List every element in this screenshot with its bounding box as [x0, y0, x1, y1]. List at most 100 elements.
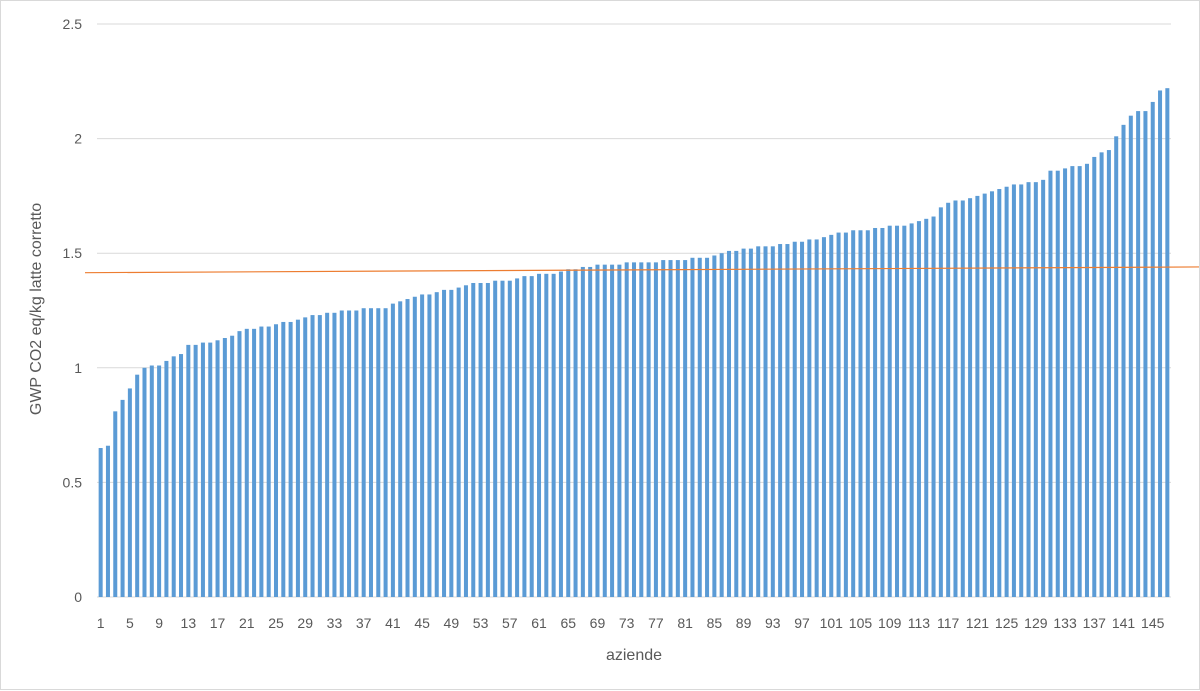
bar: [237, 331, 242, 597]
x-tick-label: 1: [97, 615, 105, 631]
bar: [1136, 111, 1141, 597]
x-axis-title: aziende: [606, 647, 662, 664]
bar: [142, 367, 147, 597]
bar: [544, 273, 549, 597]
x-tick-label: 45: [414, 615, 430, 631]
bar: [734, 250, 739, 597]
bar: [705, 257, 710, 597]
bar: [471, 282, 476, 597]
bar: [602, 264, 607, 597]
bar: [668, 260, 673, 597]
bar: [1019, 184, 1024, 597]
x-tick-label: 141: [1112, 615, 1136, 631]
bar: [566, 269, 571, 597]
bar: [697, 257, 702, 597]
x-tick-label: 121: [966, 615, 990, 631]
x-tick-label: 73: [619, 615, 635, 631]
bar: [273, 324, 279, 597]
bar: [1143, 111, 1148, 597]
x-tick-label: 145: [1141, 615, 1165, 631]
bar: [493, 280, 498, 597]
bar: [171, 356, 176, 597]
bar: [865, 230, 870, 597]
x-tick-label: 125: [995, 615, 1019, 631]
bar: [938, 207, 943, 598]
x-tick-label: 137: [1083, 615, 1107, 631]
bar: [127, 388, 132, 597]
bar: [179, 354, 184, 597]
bar: [347, 310, 352, 597]
x-tick-label: 117: [937, 615, 960, 631]
bar: [1128, 115, 1133, 598]
x-tick-label: 57: [502, 615, 518, 631]
bar: [858, 230, 863, 597]
bar: [113, 411, 118, 597]
bar: [624, 262, 629, 597]
bar: [953, 200, 958, 597]
bar: [230, 335, 235, 597]
bar: [719, 253, 724, 597]
bar: [931, 216, 936, 597]
bar: [1077, 166, 1082, 597]
bar: [222, 338, 227, 597]
bar: [946, 202, 951, 597]
bar: [1055, 170, 1060, 598]
bar: [580, 266, 585, 597]
bar: [683, 260, 688, 597]
bar: [989, 191, 995, 598]
bar: [887, 225, 892, 598]
x-tick-label: 81: [677, 615, 693, 631]
bar: [208, 342, 213, 597]
bar: [1114, 136, 1119, 598]
x-tick-label: 41: [385, 615, 401, 631]
bar: [339, 310, 344, 597]
bar: [1026, 182, 1031, 597]
bar: [916, 221, 921, 597]
bar: [383, 308, 388, 597]
bar: [661, 260, 666, 597]
bar: [800, 241, 805, 598]
bar: [281, 321, 286, 597]
x-tick-label: 25: [268, 615, 284, 631]
bar: [829, 234, 834, 597]
bar: [924, 218, 929, 597]
bar: [522, 276, 527, 597]
bar: [449, 289, 454, 597]
bar: [361, 308, 366, 597]
x-tick-label: 105: [849, 615, 873, 631]
bar: [821, 237, 826, 597]
bar: [573, 269, 578, 597]
bar: [675, 260, 680, 597]
y-tick-label: 1: [74, 360, 82, 376]
bar: [332, 312, 337, 597]
bar: [135, 374, 140, 597]
bar: [427, 294, 432, 597]
bar: [412, 296, 417, 597]
x-tick-label: 17: [210, 615, 226, 631]
bar: [215, 340, 220, 597]
y-tick-label: 0: [74, 589, 82, 605]
x-tick-label: 29: [297, 615, 313, 631]
bar: [266, 326, 271, 597]
bar: [1041, 179, 1046, 597]
bar: [851, 230, 856, 597]
bar: [741, 248, 746, 597]
bar: [792, 241, 797, 598]
bar: [902, 225, 907, 598]
x-tick-label: 109: [878, 615, 902, 631]
bar: [1158, 90, 1163, 597]
x-tick-label: 9: [155, 615, 163, 631]
bar: [653, 262, 658, 597]
y-tick-label: 2: [74, 131, 82, 147]
bar: [120, 399, 125, 597]
bar: [785, 244, 790, 598]
bar: [368, 308, 373, 597]
bar: [639, 262, 644, 597]
bar: [968, 198, 973, 597]
reference-line: [84, 266, 1200, 274]
x-tick-label: 93: [765, 615, 781, 631]
bar: [617, 264, 622, 597]
bar: [390, 303, 395, 597]
x-tick-label: 65: [560, 615, 576, 631]
bar: [515, 278, 520, 597]
